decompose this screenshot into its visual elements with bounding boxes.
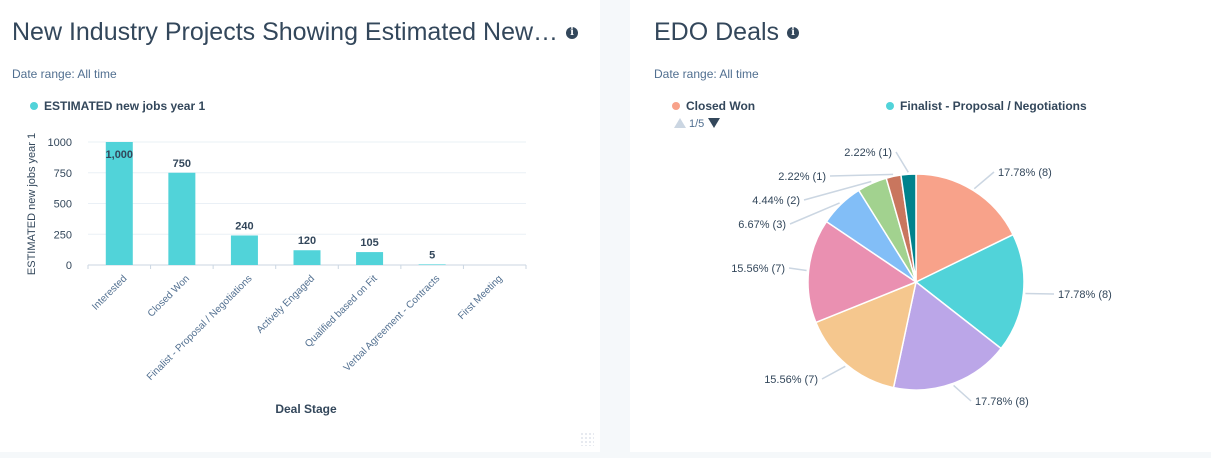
bar-date-range: Date range: All time: [12, 67, 117, 81]
bar-chart: ESTIMATED new jobs year 1 Deal Stage 0 25…: [26, 133, 527, 416]
pie-leader-line: [788, 267, 807, 272]
bar-chart-title[interactable]: New Industry Projects Showing Estimated …: [12, 18, 579, 47]
pie-legend-label: Finalist - Proposal / Negotiations: [900, 99, 1087, 113]
bar-data-label: 5: [429, 249, 435, 261]
resize-handle[interactable]: [580, 432, 594, 446]
pie-date-range: Date range: All time: [654, 67, 759, 81]
y-tick-label: 750: [54, 168, 72, 180]
bar-grid: [88, 141, 526, 266]
bar-chart-card: New Industry Projects Showing Estimated …: [0, 0, 600, 452]
bar-data-label: 240: [235, 220, 253, 232]
pie-data-label: 17.78% (8): [975, 396, 1029, 408]
pie-data-label: 17.78% (8): [1058, 289, 1112, 301]
legend-pager: 1/5: [674, 118, 721, 130]
bar-data-label: 1,000: [106, 149, 134, 161]
pie-leader-line: [1025, 292, 1055, 295]
bar-data-label: 750: [173, 158, 191, 170]
bar-data-label: 105: [360, 237, 378, 249]
legend-dot-icon: [30, 102, 38, 110]
pager-count: 1/5: [689, 118, 705, 130]
pie-leader-line: [803, 180, 872, 201]
pie-leader-line: [829, 173, 894, 177]
pie-legend-item-finalist[interactable]: Finalist - Proposal / Negotiations: [886, 99, 1087, 113]
pie-leader-line: [821, 365, 846, 380]
pie-chart: 17.78% (8) 17.78% (8) 17.78% (8) 15.56% (7)…: [731, 147, 1112, 408]
bar[interactable]: [230, 235, 258, 265]
pie-slice[interactable]: [900, 173, 917, 283]
bar[interactable]: [293, 250, 321, 265]
info-icon[interactable]: i: [787, 27, 800, 40]
bar[interactable]: [168, 172, 196, 265]
pie-data-label: 15.56% (7): [764, 374, 818, 386]
pie-chart-card: EDO Deals i Date range: All time Closed W…: [630, 0, 1211, 452]
legend-dot-icon: [886, 102, 894, 110]
bar[interactable]: [105, 142, 133, 265]
pie-legend-item-closed-won[interactable]: Closed Won: [672, 99, 755, 113]
pager-down-icon[interactable]: [708, 118, 721, 128]
pie-slice[interactable]: [914, 233, 1025, 350]
y-tick-label: 1000: [48, 137, 72, 149]
bar-x-axis-label: Deal Stage: [275, 402, 337, 416]
pie-legend-label: Closed Won: [686, 99, 756, 113]
pie-data-label: 15.56% (7): [731, 263, 785, 275]
info-icon[interactable]: i: [566, 27, 579, 40]
pie-leader-line: [953, 384, 972, 402]
pie-chart-title[interactable]: EDO Deals i: [654, 18, 800, 47]
x-tick-label: Closed Won: [146, 273, 192, 319]
x-tick-label: Finalist - Proposal / Negotiations: [145, 273, 255, 383]
x-tick-label: Interested: [90, 273, 129, 312]
pie-data-label: 17.78% (8): [998, 167, 1052, 179]
legend-dot-icon: [672, 102, 680, 110]
pie-slice[interactable]: [892, 280, 1003, 391]
pie-slice[interactable]: [807, 220, 918, 324]
x-tick-label: First Meeting: [456, 273, 505, 322]
pie-leader-line: [973, 171, 995, 190]
pie-data-label: 4.44% (2): [752, 195, 800, 207]
bar[interactable]: [356, 252, 384, 265]
y-tick-label: 0: [66, 260, 72, 272]
bar[interactable]: [418, 264, 446, 265]
bar-y-axis-label: ESTIMATED new jobs year 1: [26, 133, 38, 275]
bar-data-label: 120: [298, 235, 316, 247]
y-tick-label: 250: [54, 229, 72, 241]
pie-data-label: 2.22% (1): [778, 171, 826, 183]
pie-slice[interactable]: [915, 173, 1015, 284]
bar-legend-item[interactable]: ESTIMATED new jobs year 1: [30, 99, 205, 113]
pie-slice[interactable]: [814, 280, 918, 389]
pie-data-label: 6.67% (3): [738, 219, 786, 231]
pie-leader-line: [789, 202, 840, 225]
pie-leader-line: [895, 151, 909, 173]
pager-up-icon[interactable]: [674, 118, 686, 128]
pie-data-label: 2.22% (1): [844, 147, 892, 159]
y-tick-label: 500: [54, 199, 72, 211]
x-tick-label: Actively Engaged: [255, 273, 317, 335]
bar-legend-label: ESTIMATED new jobs year 1: [44, 99, 206, 113]
